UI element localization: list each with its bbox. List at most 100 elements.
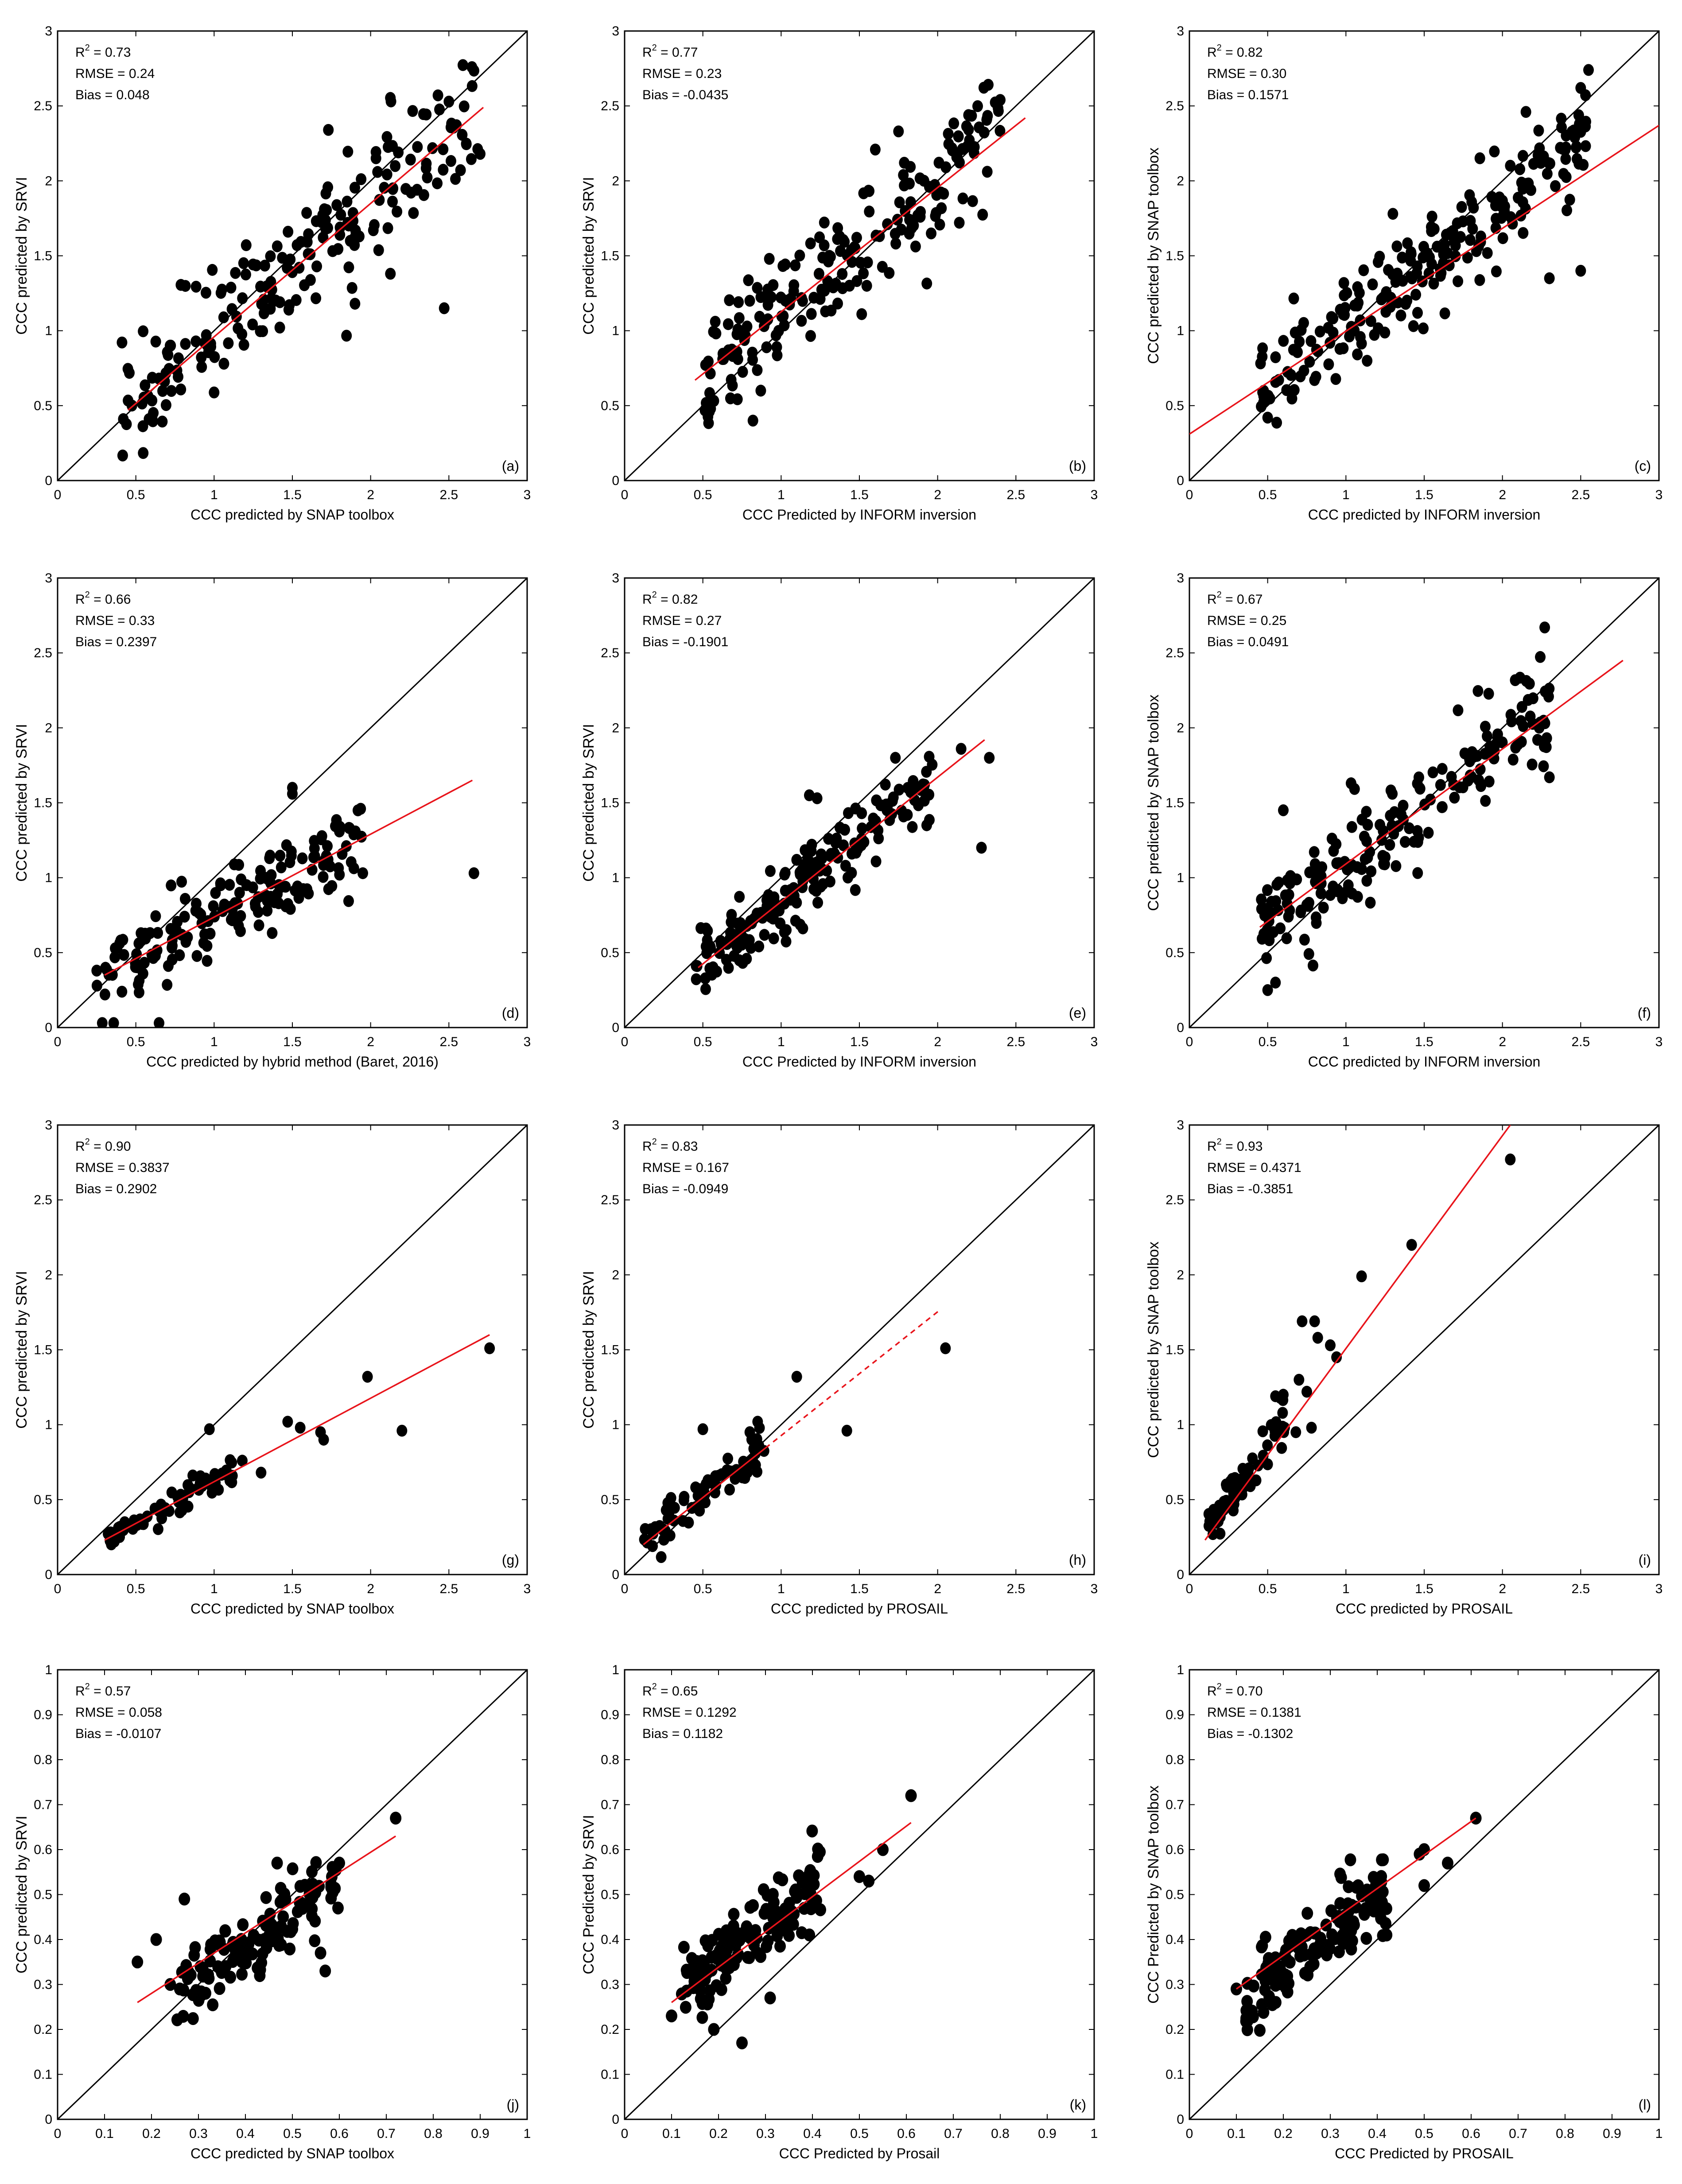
r2-symbol: R — [75, 1684, 85, 1699]
x-axis-label: CCC predicted by PROSAIL — [771, 1601, 948, 1617]
data-point — [241, 239, 252, 252]
data-point — [1520, 106, 1531, 118]
panel-label: (l) — [1639, 2097, 1651, 2113]
y-axis-label: CCC predicted by SRVI — [580, 1271, 597, 1429]
data-point — [1328, 845, 1339, 857]
x-tick-label: 0.8 — [1556, 2126, 1574, 2141]
data-point — [974, 121, 985, 134]
x-tick-label: 0 — [54, 2126, 62, 2141]
data-point — [205, 927, 216, 940]
data-point — [1449, 791, 1460, 804]
data-point — [240, 1956, 252, 1970]
r2-superscript: 2 — [652, 590, 657, 600]
data-point — [943, 138, 954, 150]
data-point — [963, 124, 974, 136]
rmse-stat: RMSE = 0.3837 — [75, 1160, 170, 1175]
bias-stat: Bias = -0.0435 — [642, 88, 728, 102]
data-point — [943, 128, 954, 140]
data-point — [1303, 948, 1314, 960]
x-tick-label: 0.8 — [424, 2126, 443, 2141]
data-point — [953, 130, 964, 143]
data-point — [253, 919, 264, 931]
data-point — [315, 1946, 326, 1960]
x-axis-label: CCC Predicted by INFORM inversion — [742, 507, 976, 523]
plot-area — [58, 1670, 527, 2119]
data-point — [178, 1983, 190, 1997]
data-point — [714, 947, 725, 959]
data-point — [1258, 2006, 1270, 2019]
data-point — [731, 328, 742, 340]
data-point — [303, 248, 314, 260]
data-point — [421, 109, 432, 120]
data-point — [393, 146, 404, 159]
data-point — [341, 840, 352, 852]
data-point — [201, 329, 212, 341]
data-point — [1480, 721, 1491, 733]
plot-area — [1189, 1670, 1659, 2119]
x-tick-label: 1 — [1342, 1582, 1350, 1596]
data-point — [207, 264, 218, 276]
x-tick-label: 2.5 — [1006, 488, 1025, 502]
data-point — [237, 1455, 248, 1467]
data-point — [1251, 1474, 1262, 1486]
data-point — [1262, 1952, 1274, 1965]
x-tick-label: 0.5 — [127, 1582, 145, 1596]
data-point — [744, 295, 755, 307]
data-point — [1366, 865, 1377, 877]
x-tick-label: 0 — [1186, 1035, 1193, 1049]
x-tick-label: 0.3 — [756, 2126, 775, 2141]
data-point — [1362, 851, 1373, 864]
data-point — [1214, 1499, 1225, 1512]
data-point — [715, 935, 726, 947]
data-point — [109, 951, 120, 963]
data-point — [458, 100, 470, 112]
data-point — [694, 1984, 706, 1997]
data-point — [1513, 191, 1524, 204]
data-point — [290, 884, 301, 896]
y-axis-label: CCC predicted by SRVI — [13, 724, 30, 882]
data-point — [724, 933, 735, 945]
x-tick-label: 0.4 — [236, 2126, 255, 2141]
data-point — [342, 195, 353, 208]
data-point — [343, 261, 354, 274]
data-point — [838, 839, 849, 852]
panel-label: (d) — [502, 1005, 519, 1021]
data-point — [1298, 365, 1309, 377]
data-point — [237, 1918, 249, 1932]
y-tick-label: 1.5 — [34, 796, 52, 811]
x-tick-label: 2 — [1499, 1035, 1506, 1049]
x-tick-label: 0.5 — [283, 2126, 302, 2141]
data-point — [697, 1423, 708, 1435]
x-tick-label: 2 — [1499, 488, 1506, 502]
data-point — [1438, 248, 1449, 260]
data-point — [726, 374, 737, 386]
rmse-stat: RMSE = 0.30 — [1207, 66, 1286, 81]
data-point — [772, 349, 783, 361]
data-point — [700, 940, 711, 953]
data-point — [162, 979, 173, 991]
data-point — [1352, 348, 1363, 361]
data-point — [1204, 1515, 1215, 1528]
bias-stat: Bias = -0.0949 — [642, 1182, 728, 1196]
plot-area — [625, 1670, 1094, 2119]
x-tick-label: 1 — [1655, 2126, 1663, 2141]
data-point — [890, 752, 901, 764]
data-point — [1279, 1422, 1290, 1434]
r2-value: = 0.82 — [657, 592, 698, 607]
data-point — [150, 910, 161, 922]
data-point — [1361, 1883, 1373, 1897]
y-tick-label: 0 — [45, 1020, 52, 1035]
x-tick-label: 3 — [524, 1035, 531, 1049]
data-point — [1449, 235, 1460, 248]
y-tick-label: 0.6 — [601, 1843, 619, 1857]
data-point — [171, 365, 183, 377]
data-point — [190, 1984, 202, 1997]
data-point — [1517, 150, 1528, 162]
data-point — [379, 182, 390, 194]
data-point — [1318, 901, 1329, 914]
x-tick-label: 3 — [1091, 1035, 1098, 1049]
data-point — [1532, 149, 1543, 161]
data-point — [1324, 1942, 1336, 1955]
x-tick-label: 1 — [1091, 2126, 1098, 2141]
data-point — [1446, 771, 1457, 783]
